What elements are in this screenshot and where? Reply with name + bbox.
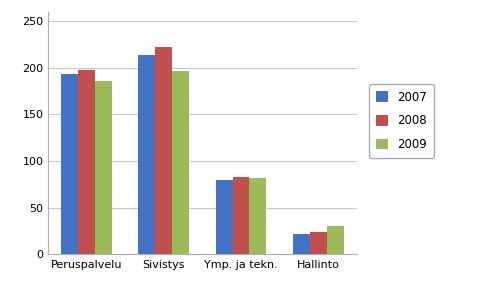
Bar (250, 178, 267, 254)
Bar (78, 71, 95, 254)
Bar (61, 74, 78, 254)
Bar (232, 177, 250, 254)
Bar (293, 234, 309, 254)
Bar (309, 232, 327, 254)
Bar (138, 55, 155, 254)
Bar (327, 226, 344, 254)
Bar (215, 180, 232, 254)
Legend: 2007, 2008, 2009: 2007, 2008, 2009 (369, 84, 434, 158)
Bar (95, 81, 112, 254)
Bar (155, 47, 173, 254)
Bar (173, 71, 189, 254)
